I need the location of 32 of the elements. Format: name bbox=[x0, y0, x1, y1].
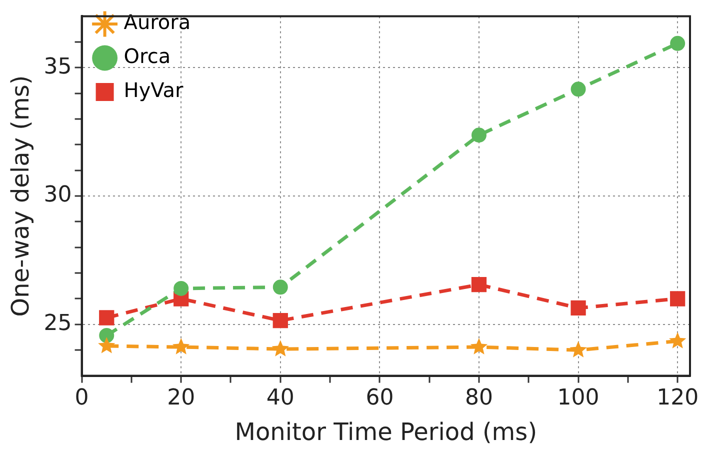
x-tick-label: 20 bbox=[167, 386, 196, 411]
x-tick-label: 40 bbox=[266, 386, 294, 411]
y-tick-label: 30 bbox=[44, 182, 72, 208]
x-tick-label: 60 bbox=[366, 386, 394, 411]
point bbox=[99, 328, 114, 343]
point bbox=[99, 310, 114, 326]
point bbox=[669, 332, 686, 348]
point bbox=[570, 341, 587, 358]
y-tick-label: 25 bbox=[44, 311, 72, 336]
point bbox=[272, 280, 288, 295]
point bbox=[670, 291, 686, 306]
point bbox=[272, 313, 288, 328]
point bbox=[174, 280, 189, 296]
point bbox=[471, 128, 486, 143]
point bbox=[272, 340, 289, 356]
y-tick-label: 35 bbox=[44, 54, 72, 80]
x-axis-title: Monitor Time Period (ms) bbox=[234, 418, 538, 446]
x-tick-label: 80 bbox=[464, 386, 493, 411]
legend-label: Aurora bbox=[124, 10, 191, 34]
x-tick-label: 100 bbox=[557, 386, 600, 411]
y-axis-title: One-way delay (ms) bbox=[6, 75, 35, 317]
point bbox=[471, 277, 487, 292]
point bbox=[570, 82, 586, 97]
legend-label: Orca bbox=[124, 44, 171, 68]
x-tick-label: 0 bbox=[74, 386, 89, 411]
point bbox=[470, 338, 488, 354]
point bbox=[98, 337, 116, 354]
point bbox=[670, 36, 686, 51]
point bbox=[172, 338, 190, 354]
legend-label: HyVar bbox=[124, 78, 184, 102]
point bbox=[570, 300, 586, 316]
x-tick-label: 120 bbox=[656, 386, 699, 411]
